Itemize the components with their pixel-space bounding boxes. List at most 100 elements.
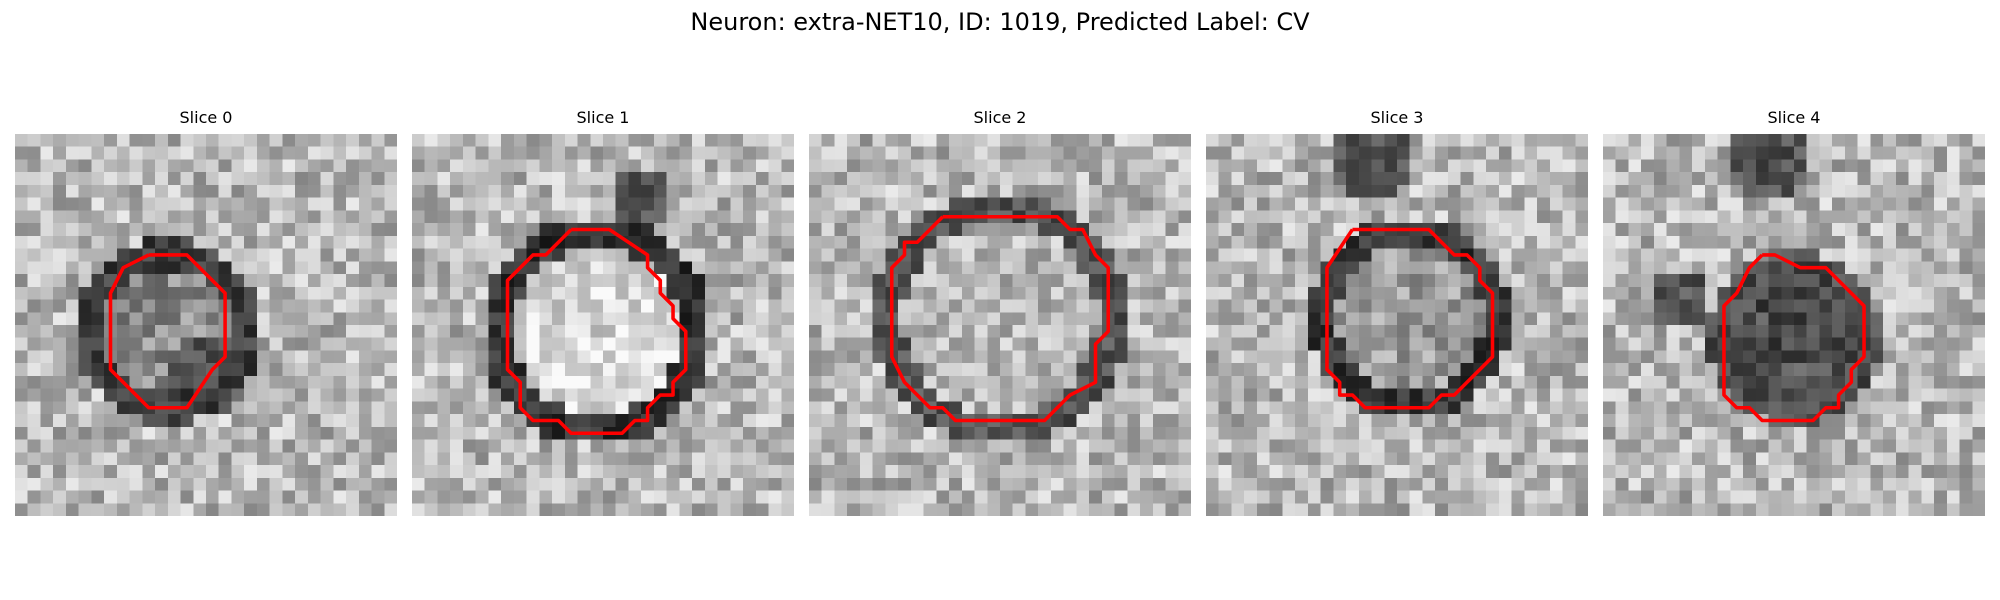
image-pixel (1140, 223, 1154, 237)
image-pixel (193, 452, 207, 466)
image-pixel (615, 210, 629, 224)
image-pixel (424, 401, 438, 415)
image-pixel (1218, 235, 1232, 249)
image-pixel (450, 248, 464, 262)
image-pixel (501, 503, 515, 516)
image-pixel (1038, 235, 1052, 249)
image-pixel (1346, 197, 1360, 211)
image-pixel (1615, 223, 1629, 237)
image-pixel (475, 375, 489, 389)
image-pixel (180, 235, 194, 249)
image-pixel (358, 401, 372, 415)
image-pixel (1755, 286, 1769, 300)
image-pixel (206, 312, 219, 326)
image-pixel (1165, 299, 1179, 313)
image-pixel (526, 261, 540, 275)
image-pixel (1679, 490, 1693, 504)
image-pixel (949, 490, 963, 504)
image-pixel (104, 490, 118, 504)
image-pixel (1038, 401, 1052, 415)
image-pixel (1959, 274, 1973, 288)
image-pixel (1524, 235, 1538, 249)
image-pixel (1704, 325, 1718, 338)
image-pixel (475, 159, 489, 173)
image-pixel (371, 401, 385, 415)
image-pixel (1358, 477, 1372, 491)
image-pixel (1972, 490, 1985, 504)
image-pixel (1794, 299, 1807, 313)
image-pixel (358, 235, 372, 249)
image-pixel (1422, 439, 1436, 453)
image-pixel (1972, 414, 1985, 428)
image-pixel (320, 401, 334, 415)
image-pixel (1320, 223, 1334, 237)
image-pixel (910, 414, 924, 428)
image-pixel (1537, 375, 1551, 389)
image-pixel (1972, 388, 1985, 402)
image-pixel (1806, 325, 1820, 338)
image-pixel (1244, 490, 1258, 504)
image-pixel (218, 210, 232, 224)
image-pixel (15, 477, 28, 491)
image-pixel (155, 452, 169, 466)
microscopy-pixels (1206, 134, 1588, 516)
image-pixel (1384, 439, 1398, 453)
image-pixel (987, 350, 1001, 364)
image-pixel (923, 172, 937, 186)
image-pixel (1333, 452, 1347, 466)
image-pixel (1641, 172, 1655, 186)
image-pixel (961, 503, 975, 516)
image-pixel (1959, 350, 1973, 364)
image-pixel (437, 172, 451, 186)
image-pixel (590, 286, 604, 300)
image-pixel (692, 388, 706, 402)
image-pixel (974, 401, 988, 415)
image-pixel (295, 184, 309, 198)
image-pixel (847, 248, 861, 262)
image-pixel (1089, 388, 1103, 402)
image-pixel (1524, 261, 1538, 275)
image-pixel (653, 490, 667, 504)
image-pixel (1307, 146, 1321, 160)
image-pixel (1768, 452, 1782, 466)
image-pixel (1692, 375, 1706, 389)
image-pixel (1946, 159, 1960, 173)
image-pixel (256, 172, 270, 186)
image-pixel (218, 146, 232, 160)
image-pixel (1511, 184, 1525, 198)
image-pixel (1114, 197, 1128, 211)
image-pixel (730, 299, 744, 313)
image-pixel (1435, 134, 1449, 147)
image-pixel (1346, 184, 1360, 198)
image-pixel (628, 197, 642, 211)
image-pixel (1447, 337, 1461, 351)
image-pixel (961, 134, 975, 147)
image-pixel (65, 363, 79, 377)
image-pixel (552, 146, 566, 160)
image-pixel (1447, 299, 1461, 313)
image-pixel (1486, 414, 1500, 428)
image-pixel (755, 286, 769, 300)
image-pixel (1333, 414, 1347, 428)
image-pixel (1012, 503, 1026, 516)
image-pixel (1653, 452, 1667, 466)
image-pixel (424, 299, 438, 313)
image-pixel (1908, 146, 1922, 160)
image-pixel (1946, 299, 1960, 313)
image-pixel (1883, 388, 1897, 402)
image-pixel (949, 134, 963, 147)
image-pixel (1908, 337, 1922, 351)
image-pixel (1307, 350, 1321, 364)
image-pixel (1743, 414, 1757, 428)
image-pixel (1921, 146, 1935, 160)
image-pixel (104, 401, 118, 415)
image-pixel (384, 426, 397, 440)
image-pixel (193, 363, 207, 377)
image-pixel (1282, 388, 1296, 402)
image-pixel (1628, 426, 1642, 440)
image-pixel (193, 146, 207, 160)
image-pixel (1704, 299, 1718, 313)
image-pixel (743, 401, 757, 415)
image-pixel (320, 146, 334, 160)
image-pixel (475, 350, 489, 364)
